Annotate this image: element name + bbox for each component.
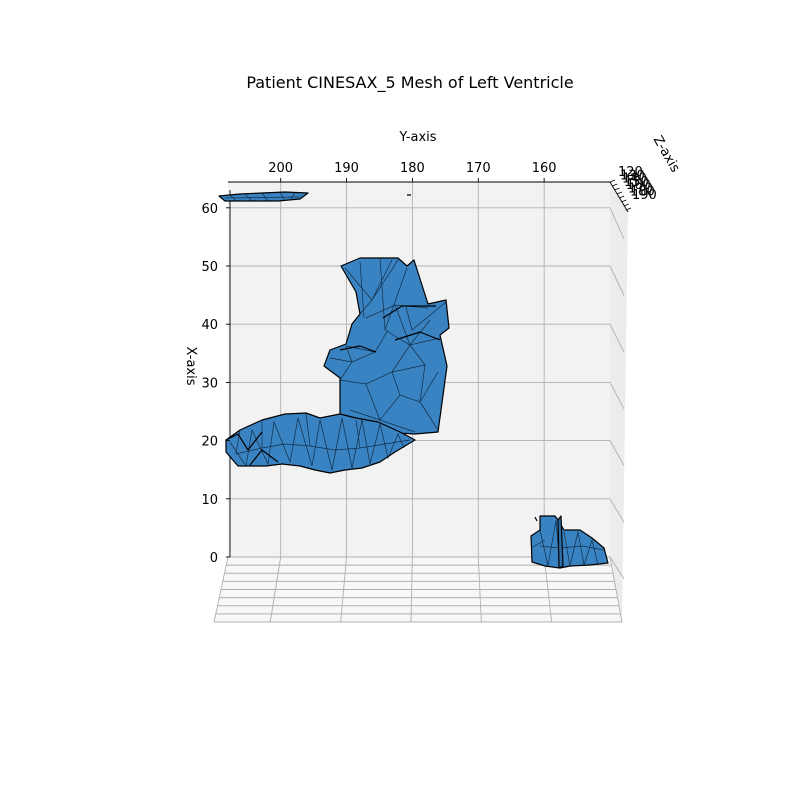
- mesh-top-left-fragment: [218, 191, 309, 202]
- mesh-upper-column: [323, 257, 450, 435]
- z-tick-label: 180: [630, 185, 655, 200]
- x-axis-label: X-axis: [183, 347, 198, 386]
- x-axis-ticks: 0 10 20 30 40 50 60: [201, 202, 230, 566]
- z-axis-label: Z-axis: [650, 133, 683, 175]
- y-tick-label: 200: [268, 161, 293, 176]
- x-tick-label: 50: [201, 260, 218, 275]
- y-tick-label: 180: [400, 161, 425, 176]
- x-side-grid-line: [609, 498, 625, 523]
- x-tick-label: 60: [201, 202, 218, 217]
- x-tick-label: 30: [201, 376, 218, 391]
- x-tick-label: 20: [201, 435, 218, 450]
- x-side-grid-line: [609, 440, 625, 466]
- x-tick-label: 0: [210, 551, 218, 566]
- z-tick-label: 170: [628, 181, 653, 196]
- z-tick-label: 120: [618, 165, 643, 180]
- z-tick-mark: [609, 179, 616, 183]
- x-side-grid-line: [609, 265, 625, 296]
- z-axis-spine: [609, 181, 629, 213]
- chart-title: Patient CINESAX_5 Mesh of Left Ventricle: [246, 73, 573, 93]
- z-tick-label: 130: [620, 168, 645, 183]
- mesh-upper-column-ridge: [339, 305, 441, 353]
- x-side-grid-line: [609, 207, 625, 239]
- mesh-lower-left-lobe-wire: [229, 413, 411, 471]
- z-tick-mark: [614, 187, 620, 191]
- z-tick-mark: [621, 199, 627, 203]
- z-tick-mark: [623, 203, 629, 207]
- z-tick-mark: [612, 183, 618, 187]
- y-tick-label: 190: [334, 161, 359, 176]
- z-tick-mark: [616, 191, 623, 195]
- mesh-upper-column-wire: [329, 257, 447, 433]
- z-tick-mark: [625, 207, 632, 211]
- x-tick-label: 40: [201, 318, 218, 333]
- mesh-bottom-right-spike: [557, 515, 564, 569]
- z-tick-label: 190: [632, 188, 657, 203]
- y-tick-label: 170: [466, 161, 491, 176]
- z-tick-mark: [618, 195, 625, 199]
- z-tick-label: 160: [626, 178, 651, 193]
- y-tick-label: 160: [532, 161, 557, 176]
- side-pane: [610, 182, 628, 622]
- y-axis-label: Y-axis: [398, 130, 436, 145]
- mesh-bottom-right-fragment-wire: [530, 519, 605, 569]
- z-tick-label: 140: [622, 172, 647, 187]
- x-side-grid-line: [609, 323, 625, 353]
- y-axis-ticks: 200 190 180 170 160: [268, 161, 557, 182]
- mesh-stray-fragment: [407, 194, 538, 522]
- mesh-lower-left-lobe-rim: [225, 431, 279, 466]
- mesh-surfaces: [218, 191, 609, 569]
- x-side-grid-line: [609, 556, 625, 580]
- axis-spines: [228, 181, 629, 557]
- x-side-grid-line: [609, 382, 625, 410]
- z-tick-label: 150: [624, 175, 649, 190]
- x-tick-label: 10: [201, 493, 218, 508]
- mesh-top-left-fragment-wire: [224, 191, 301, 202]
